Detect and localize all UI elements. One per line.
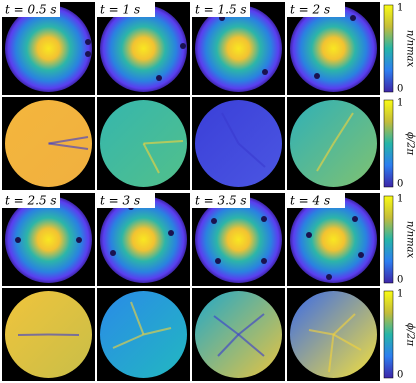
- vortex: [85, 39, 91, 45]
- time-label: t = 3.5 s: [195, 194, 247, 208]
- time-label: t = 2.5 s: [5, 194, 57, 208]
- time-label: t = 3 s: [100, 194, 140, 208]
- vortex: [156, 75, 162, 81]
- phase-singularity: [237, 333, 265, 357]
- vortex: [85, 51, 91, 57]
- phase-singularity: [48, 136, 89, 145]
- phase-singularity: [48, 333, 80, 336]
- colorbar-label: n/nmax: [405, 30, 416, 68]
- density-disc: [100, 196, 187, 283]
- vortex: [352, 216, 358, 222]
- phase-singularity: [143, 327, 172, 336]
- phase-singularity: [112, 333, 144, 349]
- time-label: t = 2 s: [290, 3, 330, 17]
- colorbar-tick-label: 0: [397, 84, 403, 95]
- colorbar: [383, 4, 394, 93]
- density-disc: [290, 5, 377, 92]
- density-disc: [290, 196, 377, 283]
- phase-singularity: [316, 142, 335, 172]
- time-label: t = 1 s: [100, 3, 140, 17]
- time-label-box: [2, 193, 60, 208]
- colorbar-tick-label: 1: [397, 98, 403, 109]
- vortex: [76, 237, 82, 243]
- phase-singularity: [221, 112, 240, 144]
- phase-singularity: [237, 313, 265, 336]
- time-label-box: [97, 193, 155, 208]
- phase-singularity: [142, 143, 160, 174]
- density-disc: [195, 5, 282, 92]
- time-label: t = 4 s: [290, 194, 330, 208]
- vortex: [168, 230, 174, 236]
- vortex: [15, 237, 21, 243]
- phase-singularity: [213, 315, 240, 336]
- vortex: [110, 250, 116, 256]
- time-label-box: [287, 193, 345, 208]
- colorbar: [383, 195, 394, 284]
- phase-singularity: [237, 142, 266, 168]
- vortex: [211, 218, 217, 224]
- vortex: [261, 216, 267, 222]
- vortex: [262, 69, 268, 75]
- colorbar: [383, 99, 394, 188]
- vortex: [306, 232, 312, 238]
- vortex: [350, 15, 356, 21]
- colorbar-tick-label: 0: [397, 275, 403, 286]
- time-label-box: [192, 193, 250, 208]
- colorbar-label: ϕ/2π: [405, 323, 416, 347]
- vortex: [215, 258, 221, 264]
- vortex: [180, 43, 186, 49]
- phase-singularity: [143, 140, 184, 145]
- phase-singularity: [48, 142, 89, 150]
- vortex: [261, 258, 267, 264]
- time-label-box: [287, 2, 345, 17]
- phase-singularity: [130, 301, 145, 335]
- phase-singularity: [328, 334, 335, 373]
- time-label: t = 1.5 s: [195, 3, 247, 17]
- vortex: [326, 274, 332, 280]
- phase-singularity: [332, 313, 356, 336]
- vortex: [358, 252, 364, 258]
- colorbar-label: n/nmax: [405, 221, 416, 259]
- colorbar-tick-label: 1: [397, 194, 403, 205]
- colorbar-tick-label: 0: [397, 179, 403, 190]
- density-disc: [5, 5, 92, 92]
- density-disc: [5, 196, 92, 283]
- colorbar-label: ϕ/2π: [405, 132, 416, 156]
- time-label-box: [2, 2, 60, 17]
- phase-singularity: [217, 333, 240, 357]
- colorbar-tick-label: 1: [397, 3, 403, 14]
- density-disc: [195, 196, 282, 283]
- phase-singularity: [332, 112, 354, 145]
- phase-singularity: [333, 333, 362, 351]
- phase-singularity: [308, 329, 334, 336]
- colorbar: [383, 290, 394, 379]
- colorbar-tick-label: 0: [397, 370, 403, 381]
- colorbar-tick-label: 1: [397, 289, 403, 300]
- phase-singularity: [17, 333, 49, 336]
- time-label: t = 0.5 s: [5, 3, 57, 17]
- vortex: [314, 73, 320, 79]
- time-label-box: [97, 2, 155, 17]
- time-label-box: [192, 2, 250, 17]
- density-disc: [100, 5, 187, 92]
